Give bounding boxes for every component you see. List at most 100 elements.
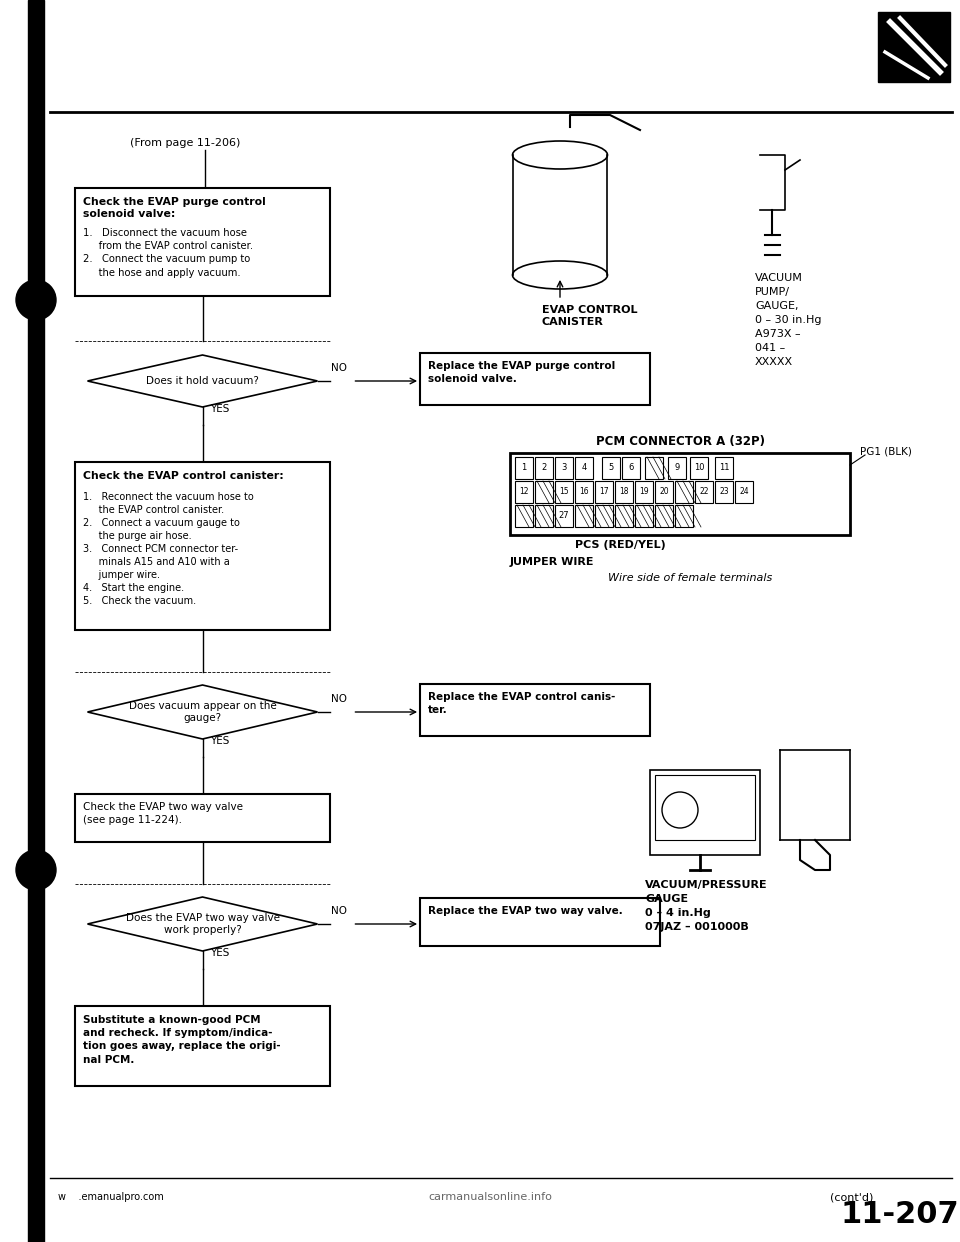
Bar xyxy=(555,505,573,527)
Text: 19: 19 xyxy=(639,488,649,497)
Text: Does the EVAP two way valve
work properly?: Does the EVAP two way valve work properl… xyxy=(126,913,279,935)
Text: 11: 11 xyxy=(719,463,730,472)
Bar xyxy=(690,457,708,479)
Text: NO: NO xyxy=(331,363,348,373)
Bar xyxy=(655,481,673,503)
Text: (cont'd): (cont'd) xyxy=(830,1192,874,1202)
Bar xyxy=(615,481,633,503)
Bar xyxy=(515,457,533,479)
Bar xyxy=(595,481,613,503)
Ellipse shape xyxy=(513,261,608,289)
Bar xyxy=(668,457,686,479)
Bar xyxy=(645,457,663,479)
Bar xyxy=(635,481,653,503)
Text: 10: 10 xyxy=(694,463,705,472)
Bar xyxy=(602,457,620,479)
Text: Substitute a known-good PCM
and recheck. If symptom/indica-
tion goes away, repl: Substitute a known-good PCM and recheck.… xyxy=(83,1015,280,1064)
Text: Does it hold vacuum?: Does it hold vacuum? xyxy=(146,376,259,386)
Text: 15: 15 xyxy=(559,488,569,497)
Circle shape xyxy=(16,850,56,891)
Circle shape xyxy=(662,792,698,828)
Text: 20: 20 xyxy=(660,488,669,497)
Text: 23: 23 xyxy=(719,488,729,497)
Ellipse shape xyxy=(513,142,608,169)
Bar xyxy=(535,481,553,503)
Bar xyxy=(878,12,950,82)
Text: Check the EVAP two way valve
(see page 11-224).: Check the EVAP two way valve (see page 1… xyxy=(83,802,243,825)
Bar xyxy=(75,794,330,842)
Text: (From page 11-206): (From page 11-206) xyxy=(130,138,240,148)
Bar xyxy=(595,505,613,527)
Bar xyxy=(615,505,633,527)
Text: Replace the EVAP purge control
solenoid valve.: Replace the EVAP purge control solenoid … xyxy=(428,361,615,384)
Text: 3: 3 xyxy=(562,463,566,472)
Text: 16: 16 xyxy=(579,488,588,497)
Text: PG1 (BLK): PG1 (BLK) xyxy=(860,447,912,457)
Text: 11-207: 11-207 xyxy=(841,1200,959,1230)
Circle shape xyxy=(16,279,56,320)
Text: Check the EVAP control canister:: Check the EVAP control canister: xyxy=(83,471,284,481)
Bar xyxy=(735,481,753,503)
Bar xyxy=(715,481,733,503)
Text: PCS (RED/YEL): PCS (RED/YEL) xyxy=(575,540,665,550)
Bar xyxy=(420,353,650,405)
Text: 24: 24 xyxy=(739,488,749,497)
Text: 17: 17 xyxy=(599,488,609,497)
Bar xyxy=(575,481,593,503)
Text: 5: 5 xyxy=(609,463,613,472)
Text: 1.   Reconnect the vacuum hose to
     the EVAP control canister.
2.   Connect a: 1. Reconnect the vacuum hose to the EVAP… xyxy=(83,492,253,606)
Text: VACUUM
PUMP/
GAUGE,
0 – 30 in.Hg
A973X –
041 –
XXXXX: VACUUM PUMP/ GAUGE, 0 – 30 in.Hg A973X –… xyxy=(755,273,822,366)
Text: 1: 1 xyxy=(521,463,527,472)
Bar xyxy=(655,775,755,840)
Text: Replace the EVAP control canis-
ter.: Replace the EVAP control canis- ter. xyxy=(428,692,615,715)
Bar xyxy=(655,505,673,527)
Text: 6: 6 xyxy=(628,463,634,472)
Text: Wire side of female terminals: Wire side of female terminals xyxy=(608,573,772,582)
Text: Does vacuum appear on the
gauge?: Does vacuum appear on the gauge? xyxy=(129,702,276,723)
Bar xyxy=(420,898,660,946)
Bar xyxy=(575,505,593,527)
Bar xyxy=(28,0,44,1242)
Text: 9: 9 xyxy=(674,463,680,472)
Bar xyxy=(535,457,553,479)
Text: 12: 12 xyxy=(519,488,529,497)
Bar xyxy=(515,505,533,527)
Text: EVAP CONTROL
CANISTER: EVAP CONTROL CANISTER xyxy=(542,306,637,327)
Bar xyxy=(75,188,330,296)
Text: NO: NO xyxy=(331,905,348,917)
Text: w    .emanualpro.com: w .emanualpro.com xyxy=(58,1192,164,1202)
Polygon shape xyxy=(87,355,318,407)
Text: carmanualsonline.info: carmanualsonline.info xyxy=(428,1192,552,1202)
Text: 4: 4 xyxy=(582,463,587,472)
Polygon shape xyxy=(87,686,318,739)
Text: YES: YES xyxy=(210,737,229,746)
Bar xyxy=(420,684,650,737)
Text: JUMPER WIRE: JUMPER WIRE xyxy=(510,556,594,568)
Text: 27: 27 xyxy=(559,512,569,520)
Bar xyxy=(535,505,553,527)
Bar xyxy=(675,505,693,527)
Bar xyxy=(555,457,573,479)
Bar xyxy=(75,1006,330,1086)
Bar xyxy=(650,770,760,854)
Bar xyxy=(675,481,693,503)
Text: 18: 18 xyxy=(619,488,629,497)
Polygon shape xyxy=(87,897,318,951)
Text: 1.   Disconnect the vacuum hose
     from the EVAP control canister.
2.   Connec: 1. Disconnect the vacuum hose from the E… xyxy=(83,229,253,278)
Text: 2: 2 xyxy=(541,463,546,472)
Text: YES: YES xyxy=(210,948,229,958)
Bar xyxy=(75,462,330,630)
Bar xyxy=(515,481,533,503)
Text: PCM CONNECTOR A (32P): PCM CONNECTOR A (32P) xyxy=(595,435,764,448)
Text: NO: NO xyxy=(331,694,348,704)
Text: Replace the EVAP two way valve.: Replace the EVAP two way valve. xyxy=(428,905,623,917)
Bar xyxy=(622,457,640,479)
Bar xyxy=(695,481,713,503)
Bar xyxy=(715,457,733,479)
Text: Check the EVAP purge control
solenoid valve:: Check the EVAP purge control solenoid va… xyxy=(83,197,266,220)
Text: YES: YES xyxy=(210,404,229,414)
Bar xyxy=(510,453,850,535)
Bar xyxy=(555,481,573,503)
Bar xyxy=(635,505,653,527)
Bar xyxy=(575,457,593,479)
